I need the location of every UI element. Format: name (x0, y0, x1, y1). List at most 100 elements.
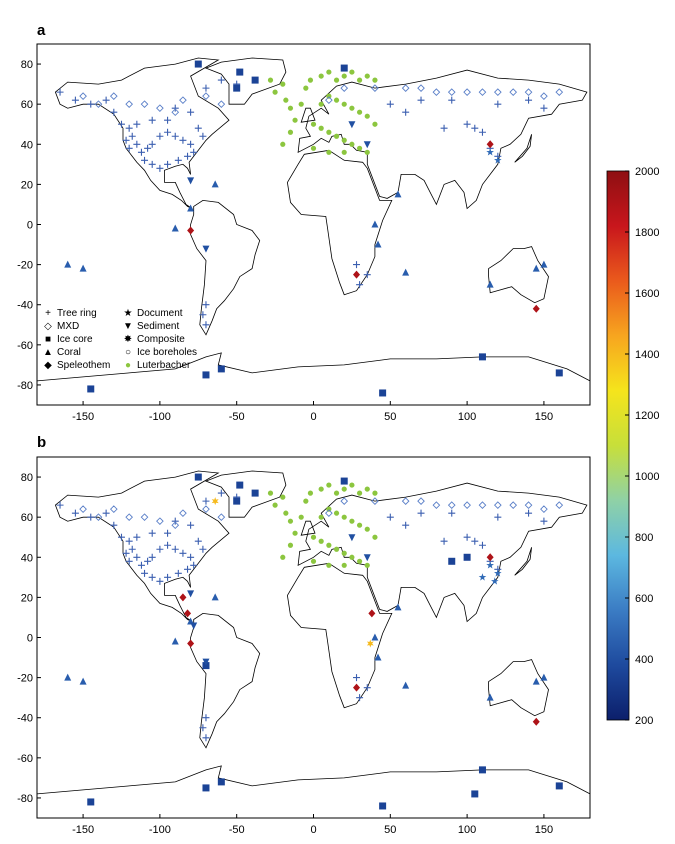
series-coral (64, 593, 548, 701)
luterbacher-marker (333, 97, 340, 103)
sediment-marker (348, 121, 356, 129)
mxd-marker (202, 505, 210, 513)
ice-core-marker (87, 798, 95, 806)
coastline (286, 149, 393, 296)
coral-marker (79, 264, 87, 272)
sediment-marker (363, 554, 371, 562)
tree-ring-marker (87, 513, 95, 521)
colorbar-tick-label: 1000 (635, 471, 659, 483)
tree-ring-marker (71, 509, 79, 517)
panel-label-a: a (37, 22, 46, 39)
y-tick-label: -20 (17, 673, 33, 685)
mxd-marker (401, 84, 410, 92)
tree-ring-marker (133, 553, 141, 561)
ice-core-marker (478, 766, 486, 774)
y-tick-label: 80 (21, 472, 33, 484)
coral-marker (187, 204, 195, 212)
luterbacher-marker (333, 546, 340, 552)
tree-ring-marker (471, 124, 479, 132)
y-tick-label: 0 (27, 633, 33, 645)
legend-symbol: ◇ (44, 321, 52, 332)
coastline (300, 520, 316, 536)
coral-marker (402, 268, 410, 276)
luterbacher-marker (356, 490, 363, 496)
panel-label-b: b (37, 434, 47, 451)
mxd-marker (171, 108, 180, 117)
y-tick-label: 60 (21, 99, 33, 111)
tree-ring-marker (164, 541, 172, 549)
tree-ring-marker (164, 128, 172, 136)
coastline (204, 57, 287, 105)
tree-ring-marker (199, 545, 207, 553)
tree-ring-marker (148, 553, 156, 561)
luterbacher-marker (326, 482, 332, 488)
coral-marker (371, 220, 379, 228)
tree-ring-marker (56, 88, 64, 96)
series-document (486, 148, 502, 164)
colorbar-tick-label: 2000 (635, 166, 659, 178)
coral-marker (486, 693, 494, 701)
tree-ring-marker (184, 565, 192, 573)
series-luterbacher (267, 482, 378, 568)
luterbacher-marker (349, 141, 355, 147)
x-tick-label: -150 (72, 411, 94, 423)
tree-ring-marker (202, 714, 210, 722)
map-panel-b: -150 -100 -50 0 50 100 150 80 60 40 20 0 -20 -40 -60 -8… (17, 456, 591, 836)
series-mxd (79, 84, 564, 117)
mxd-marker (401, 497, 410, 505)
mxd-marker (555, 501, 564, 509)
sediment-marker (348, 534, 356, 542)
mxd-marker (325, 509, 333, 517)
luterbacher-marker (341, 101, 347, 107)
tree-ring-marker (156, 545, 164, 553)
coastline (514, 547, 532, 576)
luterbacher-marker (356, 522, 363, 528)
tree-ring-marker (187, 140, 195, 148)
land-outlines (36, 57, 591, 406)
tree-ring-marker (199, 132, 207, 140)
mxd-marker (463, 501, 471, 509)
tree-ring-marker (171, 132, 179, 140)
axes-frame (36, 456, 591, 819)
luterbacher-marker (326, 506, 332, 512)
coral-marker (64, 673, 72, 681)
luterbacher-marker (364, 486, 370, 492)
tree-ring-marker (440, 537, 448, 545)
luterbacher-marker (349, 69, 355, 75)
legend-symbol: ● (125, 360, 131, 371)
luterbacher-marker (349, 518, 355, 524)
y-tick-label: 60 (21, 512, 33, 524)
tree-ring-marker (171, 517, 179, 525)
tree-ring-marker (187, 521, 195, 529)
x-tick-label: -50 (229, 824, 245, 836)
luterbacher-marker (307, 77, 314, 83)
coral-marker (171, 637, 179, 645)
coastline (286, 562, 393, 709)
tree-ring-marker (148, 573, 156, 581)
luterbacher-marker (318, 486, 324, 492)
legend-label: Tree ring (57, 308, 97, 319)
coral-marker (532, 677, 540, 685)
legend-item-coral: ▲ Coral (43, 347, 81, 358)
mxd-marker (94, 100, 103, 109)
luterbacher-marker (272, 502, 278, 508)
document-marker (494, 156, 502, 164)
x-tick-label: 50 (384, 411, 396, 423)
coastline (300, 107, 316, 123)
tree-ring-marker (199, 724, 207, 732)
luterbacher-marker (318, 101, 324, 107)
y-tick-label: -60 (17, 340, 33, 352)
ice-core-marker (340, 477, 348, 485)
x-tick-label: 0 (310, 411, 316, 423)
tree-ring-marker (363, 271, 371, 279)
tree-ring-marker (164, 573, 172, 581)
tree-ring-marker (353, 261, 361, 269)
tree-ring-marker (494, 100, 502, 108)
tree-ring-marker (402, 521, 410, 529)
tree-ring-marker (217, 489, 225, 497)
luterbacher-marker (333, 490, 340, 496)
ice-core-marker (340, 64, 348, 72)
ice-core-marker (194, 473, 202, 481)
luterbacher-marker (364, 526, 370, 532)
luterbacher-marker (298, 514, 304, 520)
